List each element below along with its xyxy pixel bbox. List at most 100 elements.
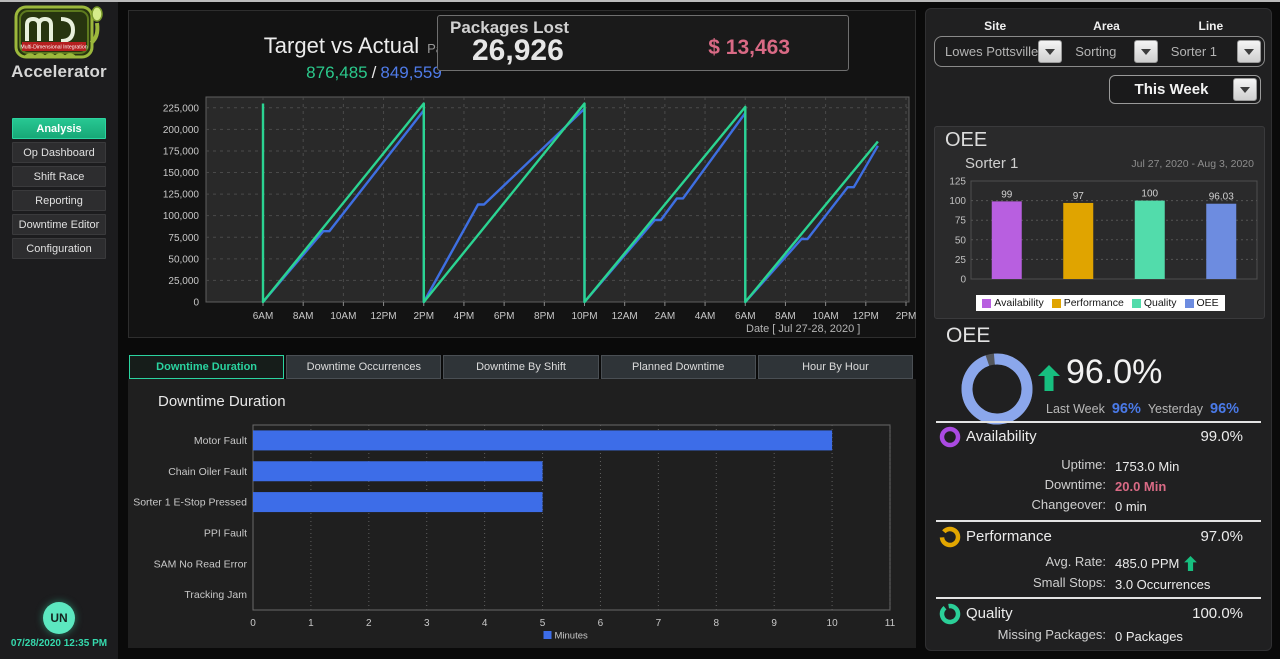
svg-text:10: 10 [827, 618, 839, 629]
svg-text:8PM: 8PM [534, 311, 555, 322]
svg-text:11: 11 [885, 618, 896, 629]
sidebar-item-reporting[interactable]: Reporting [12, 190, 106, 211]
actual-value: 849,559 [380, 63, 442, 82]
uptime-label: Uptime: [1061, 457, 1106, 472]
performance-header: Performance 97.0% [939, 526, 1257, 548]
packages-lost-count: 26,926 [472, 34, 564, 67]
tab-downtime-occurrences[interactable]: Downtime Occurrences [286, 355, 442, 379]
sidebar-item-op-dashboard[interactable]: Op Dashboard [12, 142, 106, 163]
chevron-down-icon [1240, 86, 1250, 93]
oee-bar-chart-card: OEE Sorter 1 Jul 27, 2020 - Aug 3, 2020 … [934, 126, 1265, 319]
performance-ring-icon [939, 526, 961, 553]
oee-chart-legend: Availability Performance Quality OEE [935, 295, 1266, 311]
oee-summary-title: OEE [946, 324, 991, 347]
target-vs-actual-line-chart: 0 25,000 50,000 75,000 100,000 125,000 150,000… [129, 91, 917, 339]
site-label: Site [984, 19, 1007, 33]
site-dropdown-button[interactable] [1038, 40, 1063, 63]
missing-packages-label: Missing Packages: [997, 627, 1106, 642]
quality-ring-icon [939, 603, 961, 630]
svg-text:150,000: 150,000 [163, 168, 200, 179]
oee-legend-box: Availability Performance Quality OEE [976, 295, 1225, 311]
yesterday-value: 96% [1210, 401, 1240, 417]
brand-name: Accelerator [11, 62, 107, 81]
sidebar-item-shift-race[interactable]: Shift Race [12, 166, 106, 187]
svg-text:2PM: 2PM [413, 311, 434, 322]
svg-text:Date [ Jul 27-28, 2020 ]: Date [ Jul 27-28, 2020 ] [746, 323, 860, 335]
svg-text:0: 0 [193, 298, 199, 309]
legend-swatch [1131, 298, 1141, 308]
svg-text:200,000: 200,000 [163, 125, 200, 136]
divider [936, 421, 1261, 423]
tab-hour-by-hour[interactable]: Hour By Hour [757, 355, 914, 379]
legend-swatch [982, 298, 992, 308]
svg-text:6AM: 6AM [253, 311, 274, 322]
svg-text:50,000: 50,000 [168, 254, 199, 265]
line-dropdown-button[interactable] [1237, 40, 1261, 63]
availability-ring-icon [939, 426, 961, 453]
svg-text:SAM No Read Error: SAM No Read Error [154, 558, 248, 570]
oee-comparison-row: Last Week 96% Yesterday 96% [1046, 401, 1261, 417]
uptime-row: Uptime: 1753.0 Min [934, 457, 1263, 475]
quality-percent: 100.0% [1192, 605, 1243, 622]
avg-rate-text: 485.0 PPM [1115, 555, 1180, 571]
area-dropdown[interactable]: Sorting [1065, 37, 1161, 66]
svg-text:0: 0 [250, 618, 256, 629]
svg-text:12PM: 12PM [371, 311, 397, 322]
site-dropdown[interactable]: Lowes Pottsville [935, 37, 1065, 66]
svg-text:96.03: 96.03 [1209, 192, 1234, 203]
value-separator: / [371, 63, 377, 82]
legend-item: Quality [1131, 297, 1177, 309]
packages-lost-label: Packages Lost [450, 18, 570, 37]
quality-header: Quality 100.0% [939, 603, 1257, 625]
downtime-label: Downtime: [1044, 477, 1106, 492]
window-top-edge [0, 0, 1280, 2]
svg-text:Sorter 1 E-Stop Pressed: Sorter 1 E-Stop Pressed [133, 497, 247, 509]
oee-up-arrow-icon [1038, 365, 1060, 396]
line-label: Line [1198, 19, 1224, 33]
sidebar-item-configuration[interactable]: Configuration [12, 238, 106, 259]
sidebar-nav: Analysis Op Dashboard Shift Race Reporti… [12, 118, 106, 262]
tab-planned-downtime[interactable]: Planned Downtime [600, 355, 756, 379]
user-avatar[interactable]: UN [43, 602, 75, 634]
svg-text:1: 1 [308, 618, 314, 629]
target-value: 876,485 [306, 63, 368, 82]
area-dropdown-button[interactable] [1133, 40, 1158, 63]
oee-bar-chart: 0 25 50 75 100 125 99 97 100 96.03 [935, 175, 1266, 287]
small-stops-value: 3.0 Occurrences [1115, 576, 1211, 592]
svg-text:2: 2 [366, 618, 372, 629]
svg-text:6PM: 6PM [494, 311, 515, 322]
svg-text:6AM: 6AM [735, 311, 756, 322]
svg-text:100: 100 [1141, 189, 1158, 200]
svg-text:12AM: 12AM [612, 311, 638, 322]
svg-text:97: 97 [1073, 191, 1085, 202]
period-dropdown-button[interactable] [1233, 78, 1257, 101]
target-vs-actual-header: Target vs ActualPackages 876,485/849,559 [159, 33, 589, 83]
tab-downtime-duration[interactable]: Downtime Duration [129, 355, 285, 379]
downtime-duration-title: Downtime Duration [158, 393, 286, 410]
svg-text:225,000: 225,000 [163, 103, 200, 114]
area-label: Area [1093, 19, 1120, 33]
period-value: This Week [1134, 81, 1209, 98]
svg-text:25: 25 [955, 255, 967, 266]
tab-downtime-by-shift[interactable]: Downtime By Shift [443, 355, 599, 379]
avg-rate-label: Avg. Rate: [1045, 554, 1106, 569]
line-dropdown[interactable]: Sorter 1 [1161, 37, 1264, 66]
avg-rate-value: 485.0 PPM [1115, 554, 1198, 572]
downtime-row: Downtime: 20.0 Min [934, 477, 1263, 495]
oee-chart-title: OEE [945, 129, 988, 151]
target-vs-actual-title: Target vs Actual [263, 33, 420, 58]
right-panel: Site Area Line Lowes Pottsville Sorting … [925, 8, 1272, 651]
sidebar-item-downtime-editor[interactable]: Downtime Editor [12, 214, 106, 235]
svg-text:0: 0 [960, 275, 966, 286]
svg-text:8AM: 8AM [293, 311, 314, 322]
svg-text:125,000: 125,000 [163, 190, 200, 201]
period-dropdown[interactable]: This Week [1109, 75, 1261, 104]
svg-text:175,000: 175,000 [163, 146, 200, 157]
sidebar-item-analysis[interactable]: Analysis [12, 118, 106, 139]
svg-text:4PM: 4PM [454, 311, 475, 322]
small-stops-label: Small Stops: [1033, 575, 1106, 590]
legend-item: OEE [1184, 297, 1219, 309]
svg-text:100: 100 [949, 196, 966, 207]
small-stops-row: Small Stops: 3.0 Occurrences [934, 575, 1263, 593]
